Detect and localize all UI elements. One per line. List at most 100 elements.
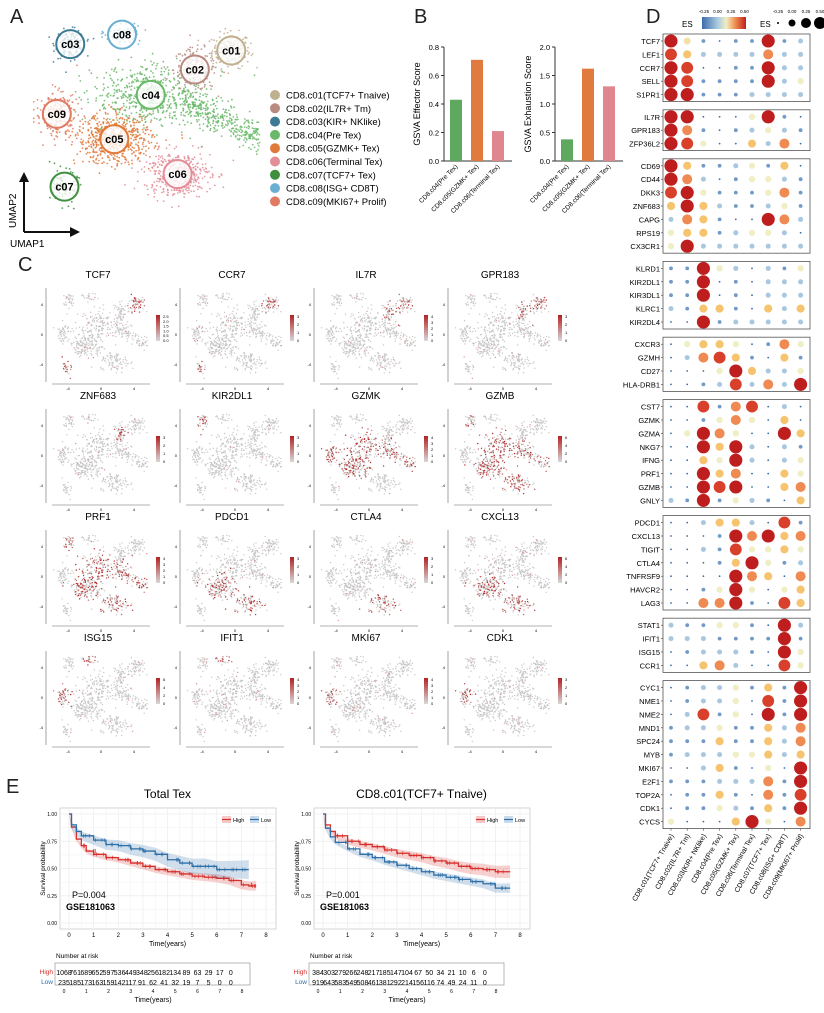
feature-point <box>388 371 391 374</box>
umap-point <box>132 81 135 83</box>
feature-point <box>246 366 248 368</box>
feature-point <box>387 319 390 321</box>
umap-point <box>77 29 80 32</box>
umap-point <box>210 166 213 169</box>
feature-point <box>208 351 211 354</box>
umap-point <box>65 71 67 74</box>
umap-point <box>63 98 65 100</box>
feature-point <box>98 346 100 348</box>
umap-point <box>171 95 174 98</box>
umap-point <box>143 170 146 173</box>
umap-point <box>140 108 143 111</box>
feature-point <box>87 350 89 352</box>
umap-point <box>244 137 246 139</box>
umap-point <box>232 132 235 134</box>
umap-point <box>178 73 181 76</box>
feature-point <box>236 346 238 348</box>
umap-point <box>39 109 42 111</box>
feature-point <box>260 340 262 342</box>
feature-point <box>234 339 236 341</box>
umap-point <box>81 141 84 144</box>
feature-point <box>57 335 60 337</box>
feature-point <box>72 302 75 304</box>
umap-point <box>191 103 194 106</box>
umap-point <box>149 156 151 158</box>
umap-point <box>123 121 126 124</box>
feature-point <box>138 335 140 337</box>
feature-point <box>119 301 121 303</box>
umap-point <box>85 148 87 151</box>
x-tick-label: -4 <box>334 386 338 391</box>
umap-point <box>93 161 96 164</box>
feature-point <box>365 355 367 357</box>
umap-point <box>157 148 159 151</box>
umap-point <box>117 83 120 86</box>
umap-point <box>160 70 163 73</box>
umap-point <box>87 140 90 142</box>
feature-point <box>202 307 204 310</box>
feature-point <box>101 312 104 314</box>
cluster-label-c02: c02 <box>179 54 210 85</box>
feature-point <box>232 310 234 313</box>
umap-point <box>121 68 124 71</box>
feature-point <box>81 348 84 351</box>
umap-point <box>70 143 73 146</box>
feature-point <box>198 333 201 335</box>
feature-point <box>354 327 357 329</box>
umap-point <box>131 162 134 165</box>
y-tick-label: 1.0 <box>540 100 550 109</box>
feature-point <box>280 340 282 342</box>
umap-point <box>216 56 218 59</box>
feature-point <box>115 331 117 333</box>
feature-point <box>242 361 244 363</box>
feature-point <box>250 309 253 311</box>
umap-point <box>251 143 254 146</box>
feature-point <box>191 335 194 337</box>
legend-label: CD8.c09(MKI67+ Prolif) <box>286 197 387 208</box>
feature-point <box>85 297 88 299</box>
umap-point <box>179 103 182 106</box>
umap-point <box>127 146 130 149</box>
feature-point <box>234 366 236 369</box>
umap-point <box>116 78 119 81</box>
feature-point <box>251 330 254 333</box>
umap-point <box>118 121 120 124</box>
feature-point <box>112 335 114 337</box>
legend-swatch <box>270 103 280 114</box>
umap-point <box>128 163 130 166</box>
feature-point <box>219 329 221 331</box>
feature-point <box>118 333 121 335</box>
umap-point <box>130 149 133 152</box>
umap-point <box>199 170 202 172</box>
umap-point <box>248 51 251 54</box>
feature-point <box>245 326 247 328</box>
umap-point <box>46 127 49 130</box>
feature-point <box>61 330 63 333</box>
umap-point <box>210 54 213 56</box>
umap-point <box>116 97 119 100</box>
umap-point <box>142 141 145 144</box>
feature-point <box>218 337 220 339</box>
feature-point <box>140 304 142 306</box>
feature-point <box>399 361 401 363</box>
feature-point <box>196 339 199 342</box>
feature-point <box>382 305 385 307</box>
feature-point <box>98 335 100 338</box>
umap-point <box>195 50 198 53</box>
feature-point <box>340 295 342 297</box>
feature-point <box>350 295 353 297</box>
feature-point <box>122 316 124 318</box>
umap-point <box>220 135 223 138</box>
feature-point <box>132 339 134 341</box>
feature-point <box>208 336 210 338</box>
cluster-label-c09: c09 <box>41 98 72 129</box>
umap-point <box>257 138 260 141</box>
feature-point <box>235 327 237 330</box>
feature-point <box>241 323 243 325</box>
umap-point <box>193 156 196 159</box>
umap-point <box>200 115 202 117</box>
feature-point <box>238 358 241 360</box>
umap-point <box>182 119 185 122</box>
feature-point <box>86 354 88 356</box>
umap-point <box>95 162 97 165</box>
